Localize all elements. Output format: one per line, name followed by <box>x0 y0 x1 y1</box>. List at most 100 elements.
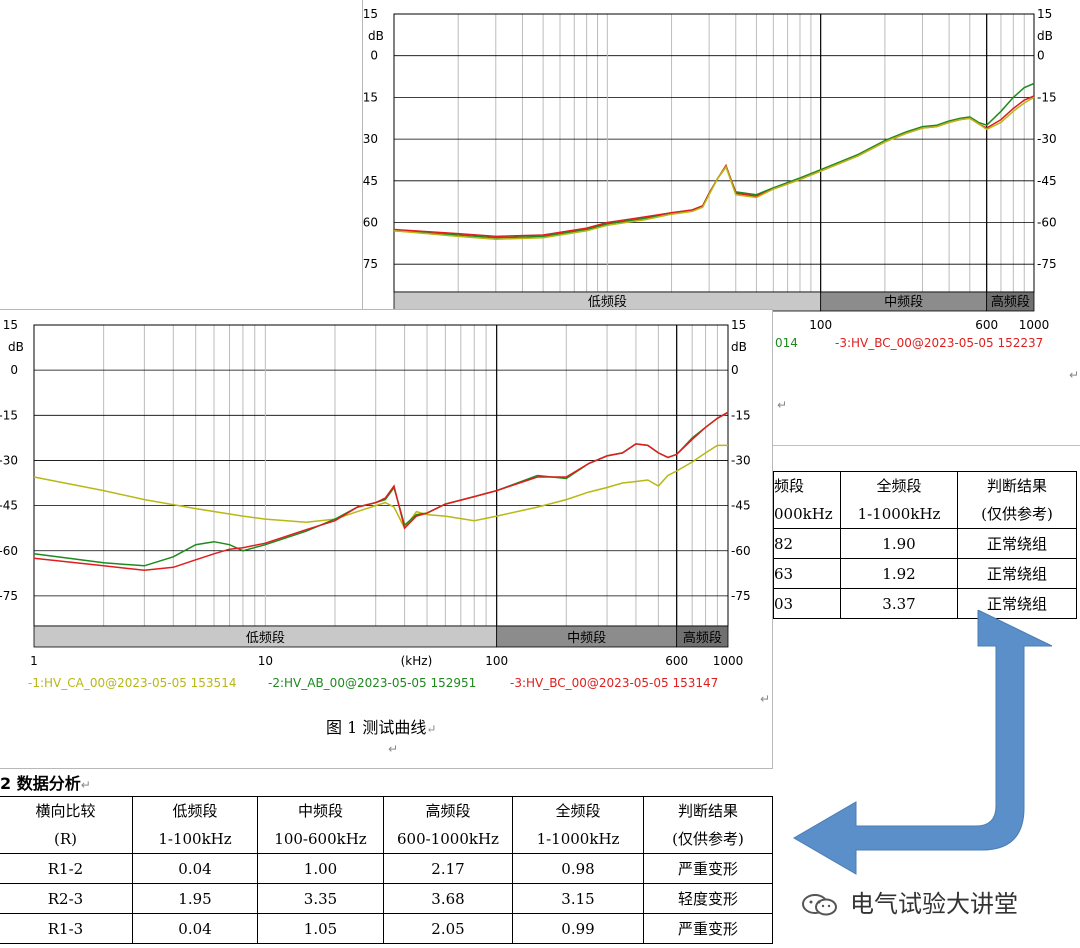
table-cell: 1.95 <box>132 883 258 914</box>
table-row: R1-3 0.04 1.05 2.05 0.99 严重变形 <box>0 913 773 944</box>
table-cell: 82 <box>773 528 841 559</box>
table-cell: 轻度变形 <box>643 883 773 914</box>
table-row: R1-2 0.04 1.00 2.17 0.98 严重变形 <box>0 853 773 884</box>
header-line: 100-600kHz <box>274 830 367 848</box>
y-tick-label: -75 <box>731 589 751 603</box>
y-unit-label: dB <box>1037 29 1053 43</box>
y-tick-label: 0 <box>10 363 18 377</box>
table-cell: R1-3 <box>0 913 133 944</box>
series-line <box>33 444 728 530</box>
y-tick-label: 0 <box>1037 49 1045 63</box>
y-tick-label: -15 <box>0 408 18 422</box>
table-header-cell: 低频段 1-100kHz <box>132 796 258 854</box>
table-cell: 1.90 <box>840 528 958 559</box>
y-tick-label: -45 <box>1037 174 1057 188</box>
x-tick-label: 100 <box>485 654 508 668</box>
header-line: 1-1000kHz <box>857 505 941 523</box>
header-line: 高频段 <box>425 802 471 820</box>
table-cell: 0.99 <box>512 913 644 944</box>
table-cell: R1-2 <box>0 853 133 884</box>
y-tick-label: 15 <box>3 318 18 332</box>
front-legend-series-2: -2:HV_AB_00@2023-05-05 152951 <box>268 676 477 690</box>
arrow-icon <box>793 610 1053 875</box>
header-line: 横向比较 <box>35 802 96 820</box>
x-tick-label: 1000 <box>713 654 744 668</box>
x-tick-label: 100 <box>809 318 832 332</box>
table-header-cell: 横向比较 (R) <box>0 796 133 854</box>
y-tick-label: -15 <box>1037 90 1057 104</box>
x-tick-label: 600 <box>665 654 688 668</box>
section-title: 2 数据分析↵ <box>0 770 91 794</box>
series-line <box>393 96 1035 240</box>
table-cell: R2-3 <box>0 883 133 914</box>
y-tick-label: -30 <box>0 453 18 467</box>
watermark-text: 电气试验大讲堂 <box>850 890 1018 918</box>
header-line: 全频段 <box>555 802 601 820</box>
x-tick-label: 1000 <box>1019 318 1050 332</box>
arrow-graphic <box>793 610 1053 875</box>
table-cell: 正常绕组 <box>957 558 1077 589</box>
x-tick-label: 1 <box>30 654 38 668</box>
y-tick-label: -15 <box>363 90 378 104</box>
header-line: 频段 <box>774 477 805 495</box>
table-header-cell: 全频段 1-1000kHz <box>840 471 958 529</box>
series-line <box>393 95 1035 238</box>
header-line: (仅供参考) <box>981 505 1053 523</box>
band-label: 低频段 <box>588 295 627 310</box>
figure-caption: 图 1 测试曲线↵ <box>326 714 436 738</box>
y-tick-label: -45 <box>731 499 751 513</box>
table-row: R2-3 1.95 3.35 3.68 3.15 轻度变形 <box>0 883 773 914</box>
table-row: 82 1.90 正常绕组 <box>773 528 1077 559</box>
table-cell: 63 <box>773 558 841 589</box>
x-tick-label: (kHz) <box>401 654 433 668</box>
band-label: 中频段 <box>567 631 606 646</box>
back-legend-series-3: -3:HV_BC_00@2023-05-05 152237 <box>835 336 1044 350</box>
section-title-text: 2 数据分析 <box>0 774 81 793</box>
y-tick-label: -45 <box>363 174 378 188</box>
table-cell: 严重变形 <box>643 913 773 944</box>
x-tick-label: 600 <box>975 318 998 332</box>
front-legend-series-1: -1:HV_CA_00@2023-05-05 153514 <box>28 676 237 690</box>
table-cell: 0.04 <box>132 853 258 884</box>
header-line: 600-1000kHz <box>397 830 499 848</box>
header-line: 低频段 <box>172 802 218 820</box>
y-tick-label: -60 <box>0 544 18 558</box>
y-tick-label: -75 <box>1037 257 1057 271</box>
y-tick-label: 15 <box>363 7 378 21</box>
band-label: 高频段 <box>991 294 1030 310</box>
header-line: (R) <box>54 830 77 848</box>
y-tick-label: -45 <box>0 499 18 513</box>
table-row: 03 3.37 正常绕组 <box>773 588 1077 619</box>
y-tick-label: -60 <box>1037 216 1057 230</box>
header-line: 全频段 <box>876 477 922 495</box>
table-cell: 1.00 <box>257 853 384 884</box>
y-tick-label: -30 <box>731 453 751 467</box>
figure-caption-text: 图 1 测试曲线 <box>326 718 427 737</box>
table-cell: 3.37 <box>840 588 958 619</box>
series-line <box>33 411 729 567</box>
table-cell: 1.05 <box>257 913 384 944</box>
header-line: 判断结果 <box>677 802 738 820</box>
x-tick-label: 10 <box>258 654 273 668</box>
return-mark: ↵ <box>760 692 771 706</box>
band-label: 中频段 <box>884 295 923 310</box>
front-chart: 低频段 中频段 高频段 15 15 0 0 -15 -15 -30 -30 -45 -45 -60 -60 -… <box>0 318 751 668</box>
band-label: 低频段 <box>246 631 285 646</box>
table-cell: 正常绕组 <box>957 588 1077 619</box>
band-label: 高频段 <box>683 630 722 646</box>
back-chart: 低频段 中频段 高频段 15 15 0 0 -15 -15 -30 -30 -45 -45 -60 -60 -… <box>363 7 1057 332</box>
series-line <box>33 411 729 572</box>
y-tick-label: -60 <box>731 544 751 558</box>
y-tick-label: 0 <box>370 49 378 63</box>
header-line: 中频段 <box>297 802 343 820</box>
table-cell: 严重变形 <box>643 853 773 884</box>
table-cell: 2.17 <box>383 853 513 884</box>
table-header-cell: 频段 000kHz <box>773 471 841 529</box>
y-tick-label: 0 <box>731 363 739 377</box>
header-line: 000kHz <box>774 505 833 523</box>
table-cell: 3.15 <box>512 883 644 914</box>
y-tick-label: -30 <box>1037 132 1057 146</box>
table-header-row: 横向比较 (R) 低频段 1-100kHz 中频段 100-600kHz 高频段… <box>0 796 773 854</box>
header-line: 1-1000kHz <box>536 830 620 848</box>
y-tick-label: 15 <box>731 318 746 332</box>
